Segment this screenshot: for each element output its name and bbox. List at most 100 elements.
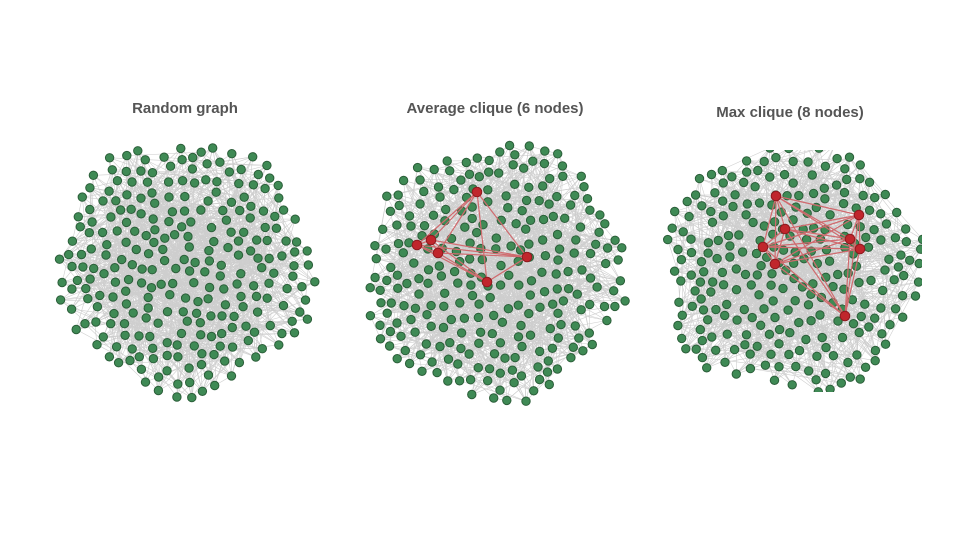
- graph-node: [766, 280, 776, 290]
- graph-node: [820, 194, 830, 204]
- graph-node: [807, 170, 818, 180]
- graph-node: [197, 386, 208, 396]
- graph-node: [814, 150, 824, 153]
- graph-node: [812, 351, 822, 361]
- clique-node: [769, 258, 781, 270]
- graph-node: [916, 244, 922, 254]
- graph-node: [179, 254, 189, 265]
- graph-node: [206, 331, 217, 342]
- clique-node: [757, 241, 769, 253]
- graph-node: [189, 278, 199, 288]
- graph-node: [540, 146, 550, 156]
- graph-node: [553, 255, 563, 265]
- graph-node: [277, 328, 287, 339]
- graph-node: [165, 161, 176, 171]
- graph-node: [427, 357, 437, 367]
- graph-node: [461, 157, 472, 168]
- graph-node: [127, 177, 137, 187]
- graph-node: [720, 357, 730, 367]
- graph-node: [392, 318, 402, 328]
- graph-node: [514, 280, 524, 290]
- graph-node: [467, 290, 478, 301]
- graph-node: [769, 375, 780, 385]
- graph-node: [556, 319, 566, 330]
- graph-node: [472, 153, 483, 163]
- graph-node: [249, 281, 259, 291]
- graph-node: [253, 169, 264, 180]
- graph-node: [419, 221, 430, 231]
- graph-node: [102, 240, 112, 250]
- graph-node: [249, 327, 260, 337]
- graph-node: [188, 152, 198, 163]
- graph-node: [740, 269, 751, 280]
- graph-node: [423, 278, 433, 288]
- graph-node: [141, 230, 151, 241]
- graph-node: [595, 210, 605, 220]
- graph-node: [410, 303, 421, 313]
- graph-node: [765, 172, 775, 182]
- graph-node: [220, 300, 231, 310]
- graph-node: [880, 339, 891, 349]
- graph-node: [582, 194, 593, 204]
- graph-node: [854, 327, 864, 338]
- graph-node: [610, 301, 620, 312]
- graph-node: [196, 330, 206, 340]
- graph-node: [770, 312, 780, 323]
- panel-random-graph: Random graph: [25, 0, 345, 540]
- graph-node: [187, 164, 198, 174]
- graph-node: [122, 150, 132, 161]
- graph-node: [262, 235, 272, 246]
- graph-node: [464, 349, 474, 359]
- graph-node: [698, 305, 709, 315]
- graph-node: [84, 228, 95, 238]
- graph-node: [415, 175, 425, 185]
- graph-node: [196, 147, 206, 157]
- graph-node: [547, 343, 558, 353]
- graph-node: [519, 163, 529, 173]
- graph-node: [415, 199, 425, 209]
- graph-node: [570, 190, 580, 201]
- graph-node: [180, 293, 191, 303]
- graph-node: [535, 302, 545, 312]
- graph-node: [833, 316, 843, 326]
- graph-node: [913, 277, 922, 287]
- graph-node: [836, 378, 847, 388]
- graph-node: [153, 318, 163, 328]
- graph-node: [91, 317, 101, 327]
- graph-node: [742, 167, 752, 177]
- graph-node: [778, 283, 788, 294]
- graph-node: [740, 340, 750, 350]
- graph-node: [571, 235, 581, 245]
- graph-node: [67, 236, 78, 246]
- graph-node: [497, 317, 508, 327]
- graph-node: [233, 236, 244, 246]
- graph-node: [784, 349, 794, 360]
- graph-node: [718, 280, 729, 290]
- graph-node: [87, 217, 97, 227]
- graph-node: [77, 192, 87, 202]
- graph-node: [788, 178, 798, 188]
- graph-node: [302, 314, 313, 324]
- graph-node: [291, 237, 302, 247]
- graph-node: [525, 215, 536, 226]
- graph-node: [506, 241, 516, 251]
- graph-node: [504, 270, 514, 280]
- graph-node: [136, 364, 147, 374]
- graph-node: [677, 333, 687, 344]
- graph-node: [880, 265, 890, 275]
- graph-node: [108, 292, 118, 302]
- graph-node: [232, 279, 242, 289]
- graph-node: [524, 182, 534, 193]
- clique-node: [471, 186, 483, 198]
- graph-node: [669, 266, 680, 276]
- graph-node: [193, 296, 203, 307]
- graph-node: [173, 379, 183, 389]
- graph-node: [815, 310, 825, 320]
- graph-node: [176, 328, 187, 339]
- graph-node: [412, 162, 423, 173]
- graph-node: [417, 366, 427, 376]
- graph-node: [204, 256, 215, 266]
- graph-node: [474, 172, 485, 182]
- graph-node: [421, 339, 432, 349]
- graph-node: [215, 341, 225, 351]
